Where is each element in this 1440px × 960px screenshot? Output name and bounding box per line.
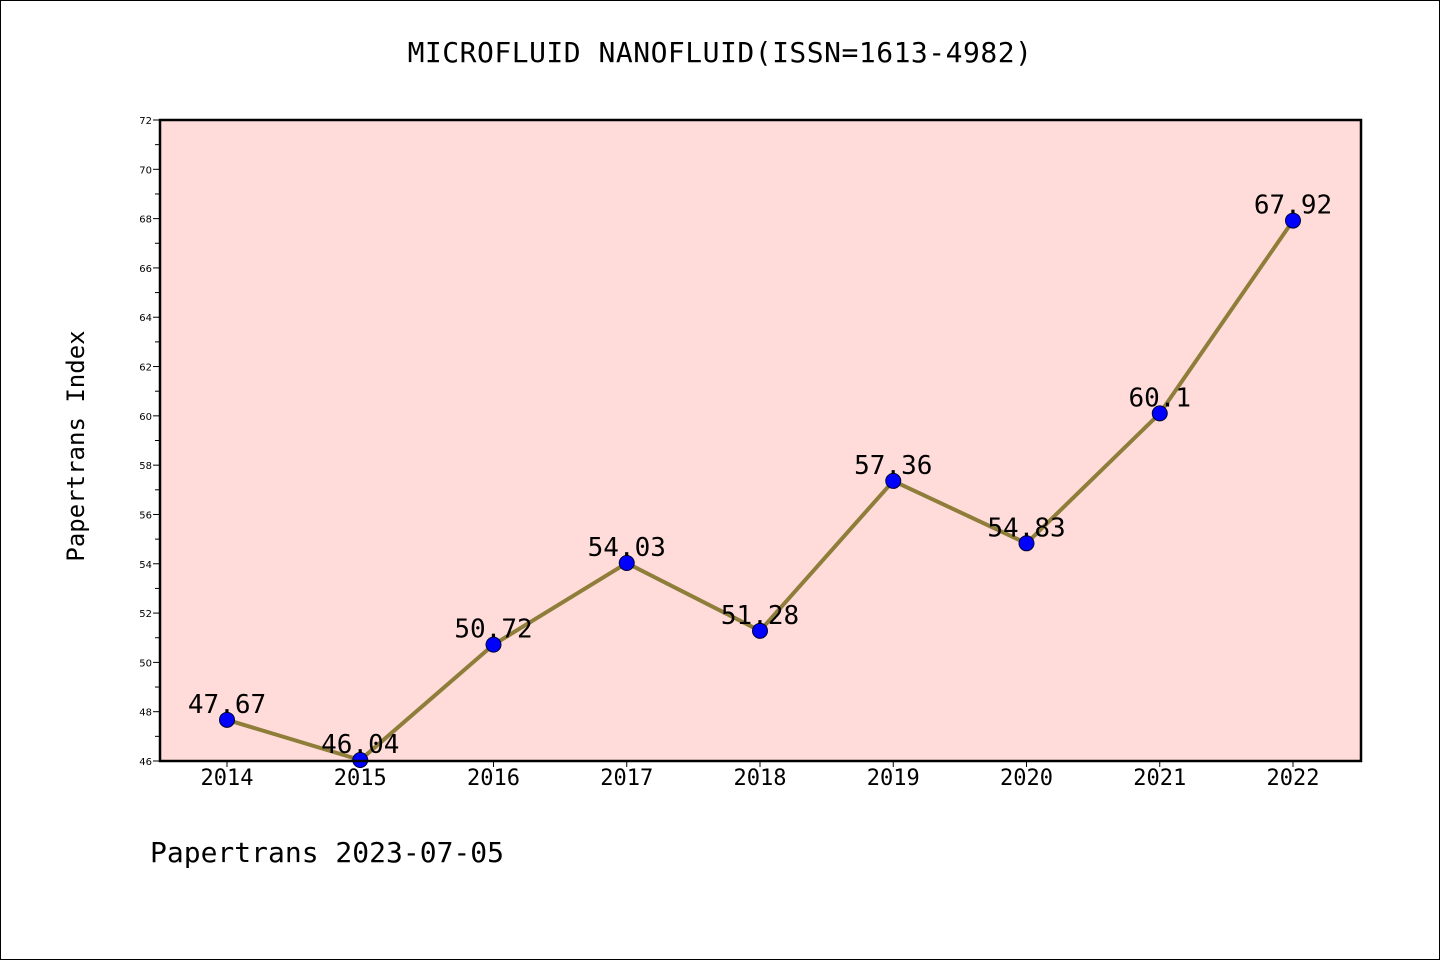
x-tick-label: 2022 [1267, 766, 1320, 791]
plot-area [160, 120, 1361, 761]
y-tick-label: 46 [139, 757, 152, 768]
data-label: 54.83 [987, 513, 1065, 543]
y-tick-label: 64 [139, 313, 152, 324]
data-label: 54.03 [588, 533, 666, 563]
data-label: 57.36 [854, 451, 932, 481]
x-tick-label: 2015 [334, 766, 387, 791]
y-tick-label: 68 [139, 215, 152, 226]
y-tick-label: 56 [139, 510, 152, 521]
y-tick-label: 58 [139, 461, 152, 472]
x-axis: 2014 2015 2016 2017 2018 2019 2020 2021 2022 [201, 761, 1320, 791]
y-tick-label: 62 [139, 363, 152, 374]
y-tick-label: 60 [139, 412, 152, 423]
data-label: 60.1 [1128, 383, 1191, 413]
y-tick-label: 72 [139, 116, 152, 127]
data-point [752, 622, 768, 639]
data-point [1151, 405, 1168, 422]
data-point [1018, 535, 1035, 552]
data-label: 51.28 [721, 601, 799, 631]
x-tick-label: 2014 [201, 766, 254, 791]
x-tick-label: 2021 [1133, 766, 1186, 791]
y-tick-label: 50 [139, 658, 152, 669]
y-tick-label: 52 [139, 609, 152, 620]
x-tick-label: 2019 [867, 766, 920, 791]
data-label: 50.72 [454, 615, 532, 645]
y-tick-label: 54 [139, 560, 152, 571]
data-label: 46.04 [321, 730, 399, 760]
y-axis: 46 48 50 52 54 56 58 60 62 64 66 68 70 72 [139, 116, 160, 768]
data-point [885, 472, 902, 489]
data-point [219, 711, 235, 728]
x-tick-label: 2020 [1000, 766, 1053, 791]
x-tick-label: 2017 [600, 766, 653, 791]
data-point [1285, 212, 1301, 229]
x-tick-label: 2016 [467, 766, 520, 791]
y-tick-label: 48 [139, 708, 152, 719]
footer-text: Papertrans 2023-07-05 [150, 836, 505, 869]
y-tick-label: 70 [139, 165, 152, 176]
data-point [618, 555, 635, 572]
y-tick-label: 66 [139, 264, 152, 275]
data-label: 47.67 [188, 690, 266, 720]
x-tick-label: 2018 [734, 766, 787, 791]
plot-border [158, 118, 1363, 763]
data-label: 67.92 [1254, 191, 1332, 221]
chart-title: MICROFLUID NANOFLUID(ISSN=1613-4982) [407, 36, 1033, 69]
data-point [485, 636, 502, 653]
data-labels-group: 47.67 46.04 50.72 54.03 51.28 57.36 54.83 60.1 6… [188, 191, 1332, 760]
